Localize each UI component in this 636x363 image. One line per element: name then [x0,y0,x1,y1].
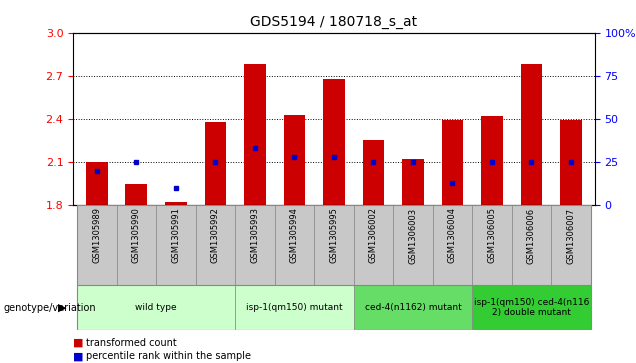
Text: GSM1305992: GSM1305992 [211,208,220,264]
Bar [125,184,147,205]
Text: transformed count: transformed count [86,338,177,348]
Bar [314,205,354,285]
Text: ▶: ▶ [58,303,67,313]
Text: GSM1306007: GSM1306007 [567,208,576,264]
Bar [560,120,582,205]
Text: ced-4(n1162) mutant: ced-4(n1162) mutant [364,303,461,312]
Text: GSM1305989: GSM1305989 [92,208,101,264]
Bar [86,162,107,205]
Bar [481,116,503,205]
Text: GSM1305991: GSM1305991 [171,208,181,264]
Text: wild type: wild type [135,303,177,312]
Text: GSM1306002: GSM1306002 [369,208,378,264]
Bar [512,205,551,285]
Bar [244,64,266,205]
Bar [441,120,463,205]
Text: ■: ■ [73,338,84,348]
Text: isp-1(qm150) mutant: isp-1(qm150) mutant [246,303,343,312]
Bar [235,205,275,285]
Bar [165,202,187,205]
Bar [196,205,235,285]
Bar [354,285,472,330]
Text: GSM1306006: GSM1306006 [527,208,536,264]
Bar [284,115,305,205]
Text: GSM1305990: GSM1305990 [132,208,141,264]
Bar [551,205,591,285]
Bar [521,64,543,205]
Text: percentile rank within the sample: percentile rank within the sample [86,351,251,362]
Bar [472,205,512,285]
Text: GSM1306003: GSM1306003 [408,208,417,264]
Text: GSM1306004: GSM1306004 [448,208,457,264]
Bar [77,205,116,285]
Text: ■: ■ [73,351,84,362]
Bar [77,285,235,330]
Bar [472,285,591,330]
Text: isp-1(qm150) ced-4(n116
2) double mutant: isp-1(qm150) ced-4(n116 2) double mutant [474,298,589,317]
Bar [275,205,314,285]
Text: GSM1305995: GSM1305995 [329,208,338,264]
Bar [235,285,354,330]
Text: GSM1305993: GSM1305993 [251,208,259,264]
Text: GSM1306005: GSM1306005 [487,208,497,264]
Bar [363,140,384,205]
Bar [205,122,226,205]
Text: GSM1305994: GSM1305994 [290,208,299,264]
Bar [393,205,432,285]
Text: genotype/variation: genotype/variation [3,303,96,313]
Bar [432,205,472,285]
Bar [116,205,156,285]
Bar [354,205,393,285]
Bar [156,205,196,285]
Bar [323,79,345,205]
Bar [402,159,424,205]
Title: GDS5194 / 180718_s_at: GDS5194 / 180718_s_at [251,15,417,29]
